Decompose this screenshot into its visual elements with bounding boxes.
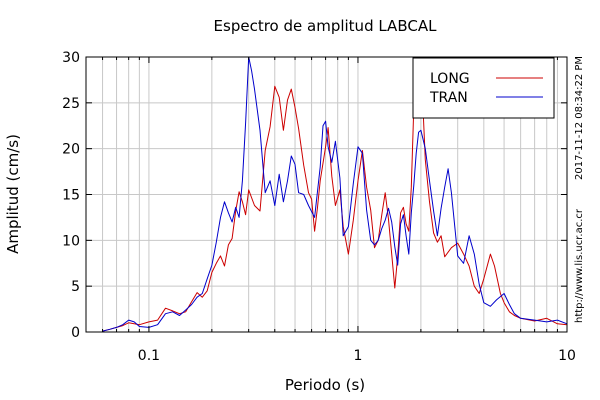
legend-label-tran: TRAN [429, 90, 468, 106]
legend-box [412, 57, 555, 119]
series-line-long [102, 56, 568, 332]
y-tick-label: 25 [62, 96, 80, 112]
x-tick-label: 0.1 [138, 348, 160, 364]
y-tick-label: 0 [71, 325, 80, 341]
x-axis-label: Periodo (s) [285, 376, 365, 394]
y-axis-label: Amplitud (cm/s) [4, 134, 22, 254]
x-tick-label: 10 [558, 348, 576, 364]
y-tick-label: 20 [62, 142, 80, 158]
legend: LONG TRAN [412, 57, 555, 119]
axis-ticks: 0 5 10 15 20 25 30 0.1 1 10 [62, 50, 576, 364]
timestamp-label: 2017-11-12 08:34:22 PM [574, 56, 585, 180]
y-tick-label: 15 [62, 188, 80, 204]
chart-title: Espectro de amplitud LABCAL [214, 17, 438, 35]
series-line-tran [102, 56, 568, 332]
legend-label-long: LONG [430, 71, 470, 87]
y-tick-label: 30 [62, 50, 80, 66]
x-tick-label: 1 [354, 348, 363, 364]
plot-series [102, 56, 568, 332]
source-url-label: http://www.lis.ucr.ac.cr [574, 208, 585, 323]
y-tick-label: 10 [62, 233, 80, 249]
plot-grid [85, 56, 568, 333]
y-tick-label: 5 [71, 279, 80, 295]
